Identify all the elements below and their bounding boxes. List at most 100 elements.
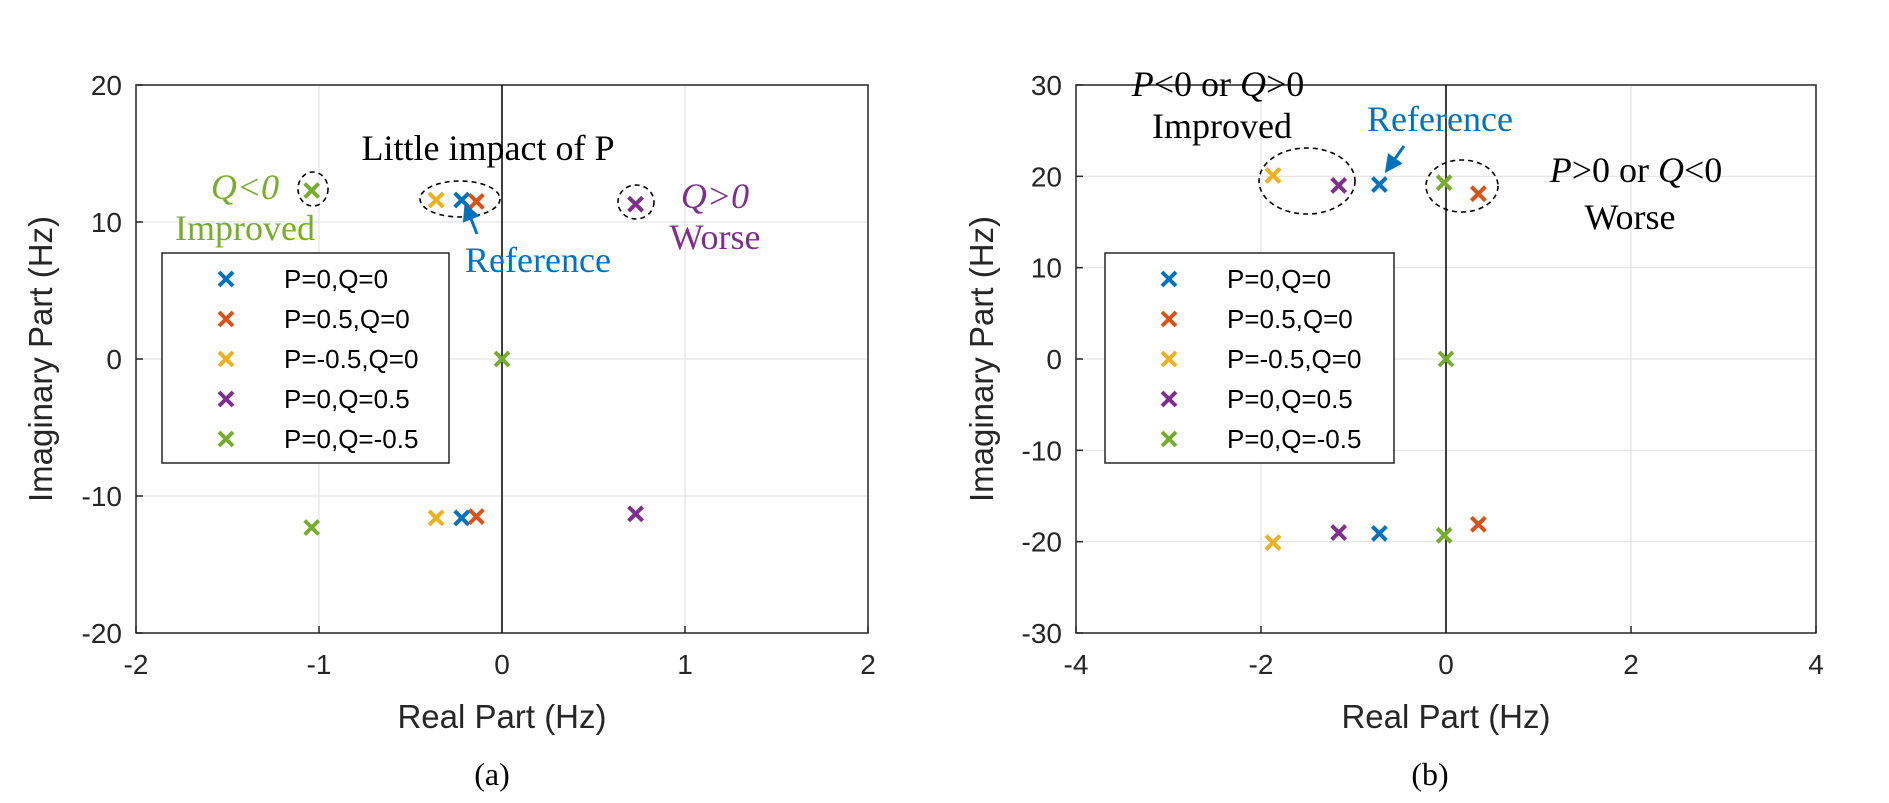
y-tick-label: -30 [1022, 618, 1062, 649]
reference-arrow-a [462, 202, 480, 235]
annotation-improved-a: Improved [175, 208, 315, 248]
legend-item: P=0,Q=-0.5 [217, 424, 418, 454]
data-point-series-5 [303, 182, 321, 199]
ellipse-worse-b [1425, 159, 1499, 213]
legend-item: P=0.5,Q=0 [217, 304, 410, 334]
x-tick-label: 0 [494, 649, 510, 680]
legend-marker-icon [1160, 270, 1178, 288]
data-point-series-3 [1264, 167, 1282, 184]
legend-label: P=0.5,Q=0 [284, 304, 410, 334]
x-tick-label: -2 [124, 649, 149, 680]
y-axis-label-b: Imaginary Part (Hz) [963, 216, 1000, 502]
x-tick-label: -2 [1249, 649, 1274, 680]
data-point-series-2 [1469, 515, 1487, 533]
annotation-reference-b: Reference [1367, 99, 1513, 139]
data-point-series-4 [1330, 524, 1348, 541]
data-point-series-1 [1370, 176, 1388, 193]
annotation-little-impact-a: Little impact of P [362, 128, 615, 168]
ellipse-improved-b [1258, 147, 1356, 215]
x-axis-label-a: Real Part (Hz) [397, 698, 606, 735]
ellipse-q-pos-a [617, 184, 655, 220]
data-point-series-5 [493, 350, 511, 368]
y-tick-label: 10 [91, 207, 122, 238]
caption-b: (b) [1411, 756, 1448, 792]
y-tick-label: -10 [82, 481, 122, 512]
ellipse-little-impact-a [419, 180, 501, 218]
data-point-series-1 [1370, 525, 1388, 542]
legend-box-b [1104, 252, 1395, 464]
legend-marker-icon [1160, 430, 1178, 448]
annotation-q-neg-a: Q<0 [211, 167, 279, 207]
x-tick-label: 2 [860, 649, 876, 680]
markers-b [1264, 167, 1487, 551]
x-tick-label: 1 [677, 649, 693, 680]
y-tick-label: 0 [1046, 344, 1062, 375]
legend-label: P=0.5,Q=0 [1227, 304, 1353, 334]
annotation-q-pos-a: Q>0 [681, 176, 749, 216]
y-tick-label: 20 [91, 70, 122, 101]
x-axis-label-b: Real Part (Hz) [1341, 698, 1550, 735]
data-point-series-3 [427, 191, 445, 209]
data-point-series-2 [467, 193, 485, 210]
data-point-series-1 [453, 509, 471, 527]
y-axis-label-a: Imaginary Part (Hz) [22, 216, 59, 502]
legend-label: P=0,Q=0.5 [1227, 384, 1353, 414]
legend-label: P=0,Q=0 [284, 264, 388, 294]
annotation-reference-a: Reference [465, 240, 611, 280]
legend-marker-icon [217, 270, 235, 288]
legend-item: P=0.5,Q=0 [1160, 304, 1353, 334]
legend-marker-icon [217, 430, 235, 448]
reference-arrow-b [1384, 145, 1406, 173]
data-point-series-2 [467, 508, 485, 525]
legend-label: P=-0.5,Q=0 [284, 344, 418, 374]
data-point-series-3 [1264, 534, 1282, 551]
legend-marker-icon [217, 350, 235, 368]
legend-marker-icon [1160, 310, 1178, 328]
legend-item: P=-0.5,Q=0 [217, 344, 418, 374]
legend-label: P=0,Q=-0.5 [284, 424, 418, 454]
legend-label: P=0,Q=0 [1227, 264, 1331, 294]
data-point-series-5 [1437, 350, 1455, 368]
y-tick-label: 30 [1031, 70, 1062, 101]
legend-a: P=0,Q=0 P=0.5,Q=0 P=-0.5,Q=0 P=0,Q=0.5 P=0,Q… [161, 252, 450, 464]
annotation-improved-line1-b: P<0 or Q>0 [1131, 64, 1305, 104]
data-point-series-5 [1435, 174, 1453, 192]
x-tick-label: -4 [1064, 649, 1089, 680]
y-tick-label: -20 [1022, 527, 1062, 558]
legend-box-a [161, 252, 450, 464]
legend-b: P=0,Q=0 P=0.5,Q=0 P=-0.5,Q=0 P=0,Q=0.5 P=0,Q… [1104, 252, 1395, 464]
data-point-series-2 [1469, 185, 1487, 203]
legend-marker-icon [1160, 390, 1178, 408]
x-tick-label: -1 [307, 649, 332, 680]
data-point-series-4 [1330, 177, 1348, 194]
markers-a [303, 182, 645, 536]
annotation-improved-line2-b: Improved [1152, 106, 1292, 146]
data-point-series-3 [427, 509, 445, 527]
ellipse-q-neg-a [297, 171, 329, 207]
legend-label: P=-0.5,Q=0 [1227, 344, 1361, 374]
legend-label: P=0,Q=-0.5 [1227, 424, 1361, 454]
x-tick-label: 2 [1623, 649, 1639, 680]
data-point-series-4 [627, 505, 645, 523]
legend-item: P=-0.5,Q=0 [1160, 344, 1361, 374]
data-point-series-5 [1435, 526, 1453, 544]
data-point-series-4 [627, 195, 645, 213]
data-point-series-1 [453, 191, 471, 209]
legend-item: P=0,Q=0 [1160, 264, 1331, 294]
legend-marker-icon [217, 310, 235, 328]
legend-label: P=0,Q=0.5 [284, 384, 410, 414]
legend-marker-icon [217, 390, 235, 408]
y-tick-label: 10 [1031, 253, 1062, 284]
legend-item: P=0,Q=-0.5 [1160, 424, 1361, 454]
x-tick-label: 0 [1438, 649, 1454, 680]
legend-item: P=0,Q=0.5 [217, 384, 410, 414]
y-tick-label: 0 [106, 344, 122, 375]
y-tick-label: -20 [82, 618, 122, 649]
legend-item: P=0,Q=0 [217, 264, 388, 294]
x-tick-label: 4 [1808, 649, 1824, 680]
y-tick-label: 20 [1031, 161, 1062, 192]
